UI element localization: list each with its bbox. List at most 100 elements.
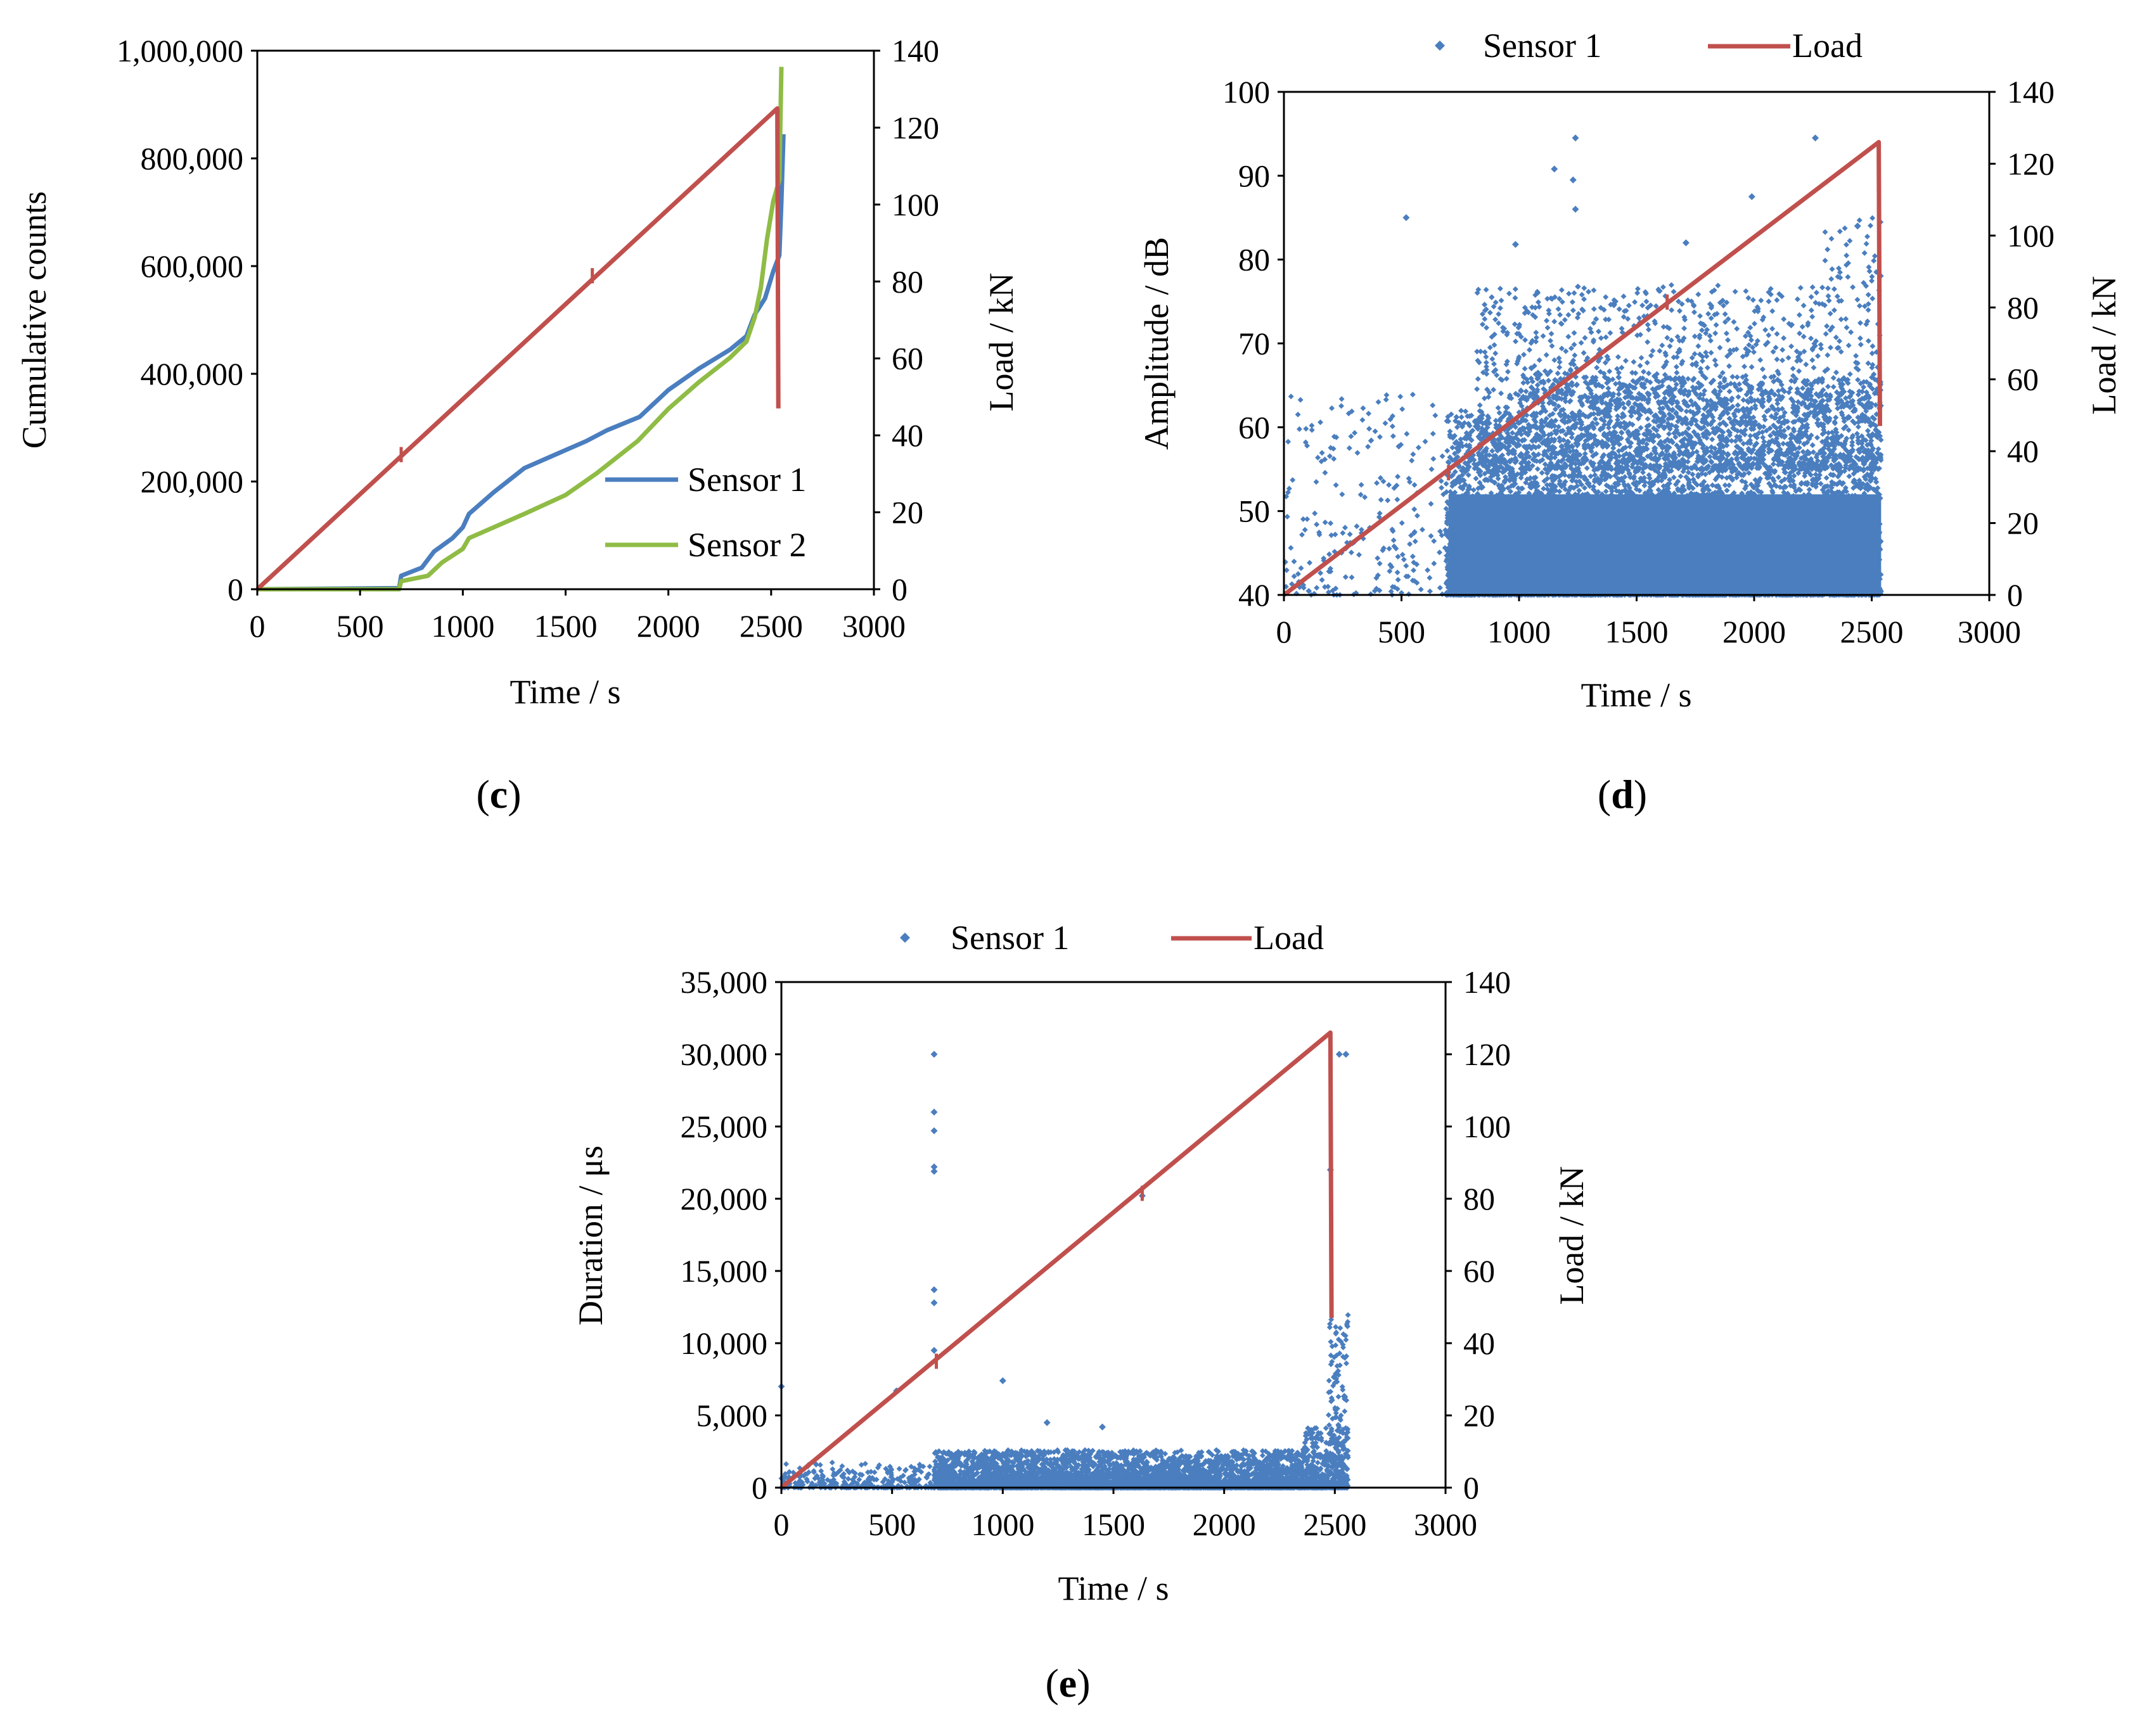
chart-d-point <box>1326 568 1332 575</box>
chart-d-point <box>1386 482 1392 488</box>
chart-d-point <box>1641 482 1648 488</box>
chart-d-point <box>1399 406 1406 412</box>
chart-d-point <box>1767 425 1773 431</box>
chart-d-point <box>1394 497 1401 502</box>
chart-c-y2-tick-label: 80 <box>892 264 923 299</box>
chart-d-point <box>1411 529 1418 535</box>
chart-d-point <box>1291 573 1297 580</box>
chart-d-point <box>1314 585 1320 591</box>
chart-d-point <box>1380 478 1387 485</box>
chart-d-point <box>1380 545 1387 551</box>
chart-d-point <box>1411 559 1417 566</box>
chart-d-point <box>1430 456 1437 462</box>
chart-d-point <box>1376 434 1383 440</box>
chart-d-point <box>1375 555 1381 561</box>
chart-c-x-axis-label: Time / s <box>510 673 620 711</box>
chart-d-point <box>1313 479 1319 485</box>
chart-d-point <box>1419 527 1425 533</box>
chart-d-point <box>1309 423 1315 429</box>
chart-d-point <box>1398 442 1404 448</box>
chart-c-y2-tick-label: 40 <box>892 418 923 453</box>
chart-d-point <box>1427 575 1433 581</box>
chart-d-point <box>1390 413 1395 419</box>
chart-c-series-load <box>255 106 781 591</box>
chart-d-point <box>1286 485 1292 492</box>
chart-d-point <box>1740 397 1747 403</box>
chart-c-series-sensor-2 <box>257 67 784 592</box>
chart-d-point <box>1388 589 1394 594</box>
chart-d-point <box>1349 574 1355 580</box>
chart-d-point <box>1368 437 1375 444</box>
chart-c-y-tick-label: 600,000 <box>141 248 244 284</box>
chart-d-point <box>1437 549 1442 556</box>
chart-d-point <box>1568 434 1575 440</box>
chart-d-point <box>1534 386 1541 393</box>
chart-d-point <box>1329 405 1335 411</box>
chart-d-point <box>1453 414 1459 420</box>
chart-d-point <box>1430 431 1436 437</box>
chart-d-point <box>1414 513 1420 519</box>
chart-d-point <box>1733 438 1738 444</box>
chart-d-point <box>1385 497 1391 504</box>
chart-c-x-tick-label: 1000 <box>431 608 494 644</box>
chart-d-point <box>1328 445 1334 451</box>
chart-d-point <box>1760 435 1766 440</box>
chart-d-point <box>1734 374 1740 380</box>
chart-c-plot-area <box>255 67 786 592</box>
chart-d-point <box>1404 431 1410 437</box>
chart-d-point <box>1333 434 1340 440</box>
chart-d-point <box>1373 585 1380 592</box>
chart-c-y-tick-label: 0 <box>228 571 243 607</box>
chart-d-point <box>1864 428 1871 434</box>
chart-c-series-sensor-1 <box>257 134 786 592</box>
chart-d-point <box>1356 552 1362 558</box>
chart-c-legend-label-sensor-2: Sensor 2 <box>688 526 807 564</box>
chart-d-point <box>1775 474 1781 480</box>
chart-d-point <box>1326 453 1333 459</box>
chart-d-point <box>1354 450 1361 456</box>
chart-d-point <box>1322 469 1328 476</box>
chart-panel-c: 0 500 1000 1500 2000 2500 3000 0200,000400,000… <box>15 33 1020 817</box>
chart-d-point <box>1437 528 1443 535</box>
chart-d-point <box>1761 374 1767 380</box>
chart-d-point <box>1342 525 1348 531</box>
chart-c-y2-axis-label: Load / kN <box>982 273 1020 412</box>
chart-d-point <box>1399 520 1405 526</box>
chart-d-point <box>1606 424 1612 431</box>
chart-d-point <box>1318 419 1323 425</box>
chart-d-point <box>1359 417 1366 423</box>
chart-d-point <box>1326 551 1332 558</box>
chart-c-x-tick-label: 2500 <box>740 608 803 644</box>
chart-d-point <box>1366 426 1372 432</box>
chart-d-point <box>1354 523 1360 530</box>
chart-d-point <box>1373 575 1380 581</box>
chart-d-point <box>1360 405 1366 411</box>
chart-c-y-axis-label: Cumulative counts <box>15 191 53 449</box>
chart-d-point <box>1382 420 1388 426</box>
chart-d-point <box>1430 402 1436 409</box>
chart-d-point <box>1318 570 1324 576</box>
chart-d-point <box>1728 438 1735 444</box>
chart-d-point <box>1418 586 1424 592</box>
chart-d-point <box>1328 532 1335 539</box>
chart-d-point <box>1439 485 1445 491</box>
chart-d-point <box>1425 567 1431 573</box>
chart-d-point <box>1458 407 1465 414</box>
chart-d-point <box>1285 438 1292 445</box>
chart-d-point <box>1408 532 1414 539</box>
chart-d-point <box>1394 570 1401 575</box>
chart-d-point <box>1655 487 1662 493</box>
chart-c-y-tick-label: 400,000 <box>141 356 244 392</box>
chart-d-point <box>1315 454 1321 461</box>
chart-d-point <box>1383 397 1389 403</box>
chart-d-point <box>1376 514 1382 520</box>
chart-d-point <box>1397 393 1404 400</box>
chart-d-point <box>1439 453 1446 459</box>
chart-d-point <box>1473 475 1479 482</box>
chart-d-point <box>1399 551 1406 558</box>
chart-d-point <box>1431 538 1437 544</box>
chart-d-point <box>1332 532 1338 538</box>
chart-d-point <box>1405 573 1411 580</box>
